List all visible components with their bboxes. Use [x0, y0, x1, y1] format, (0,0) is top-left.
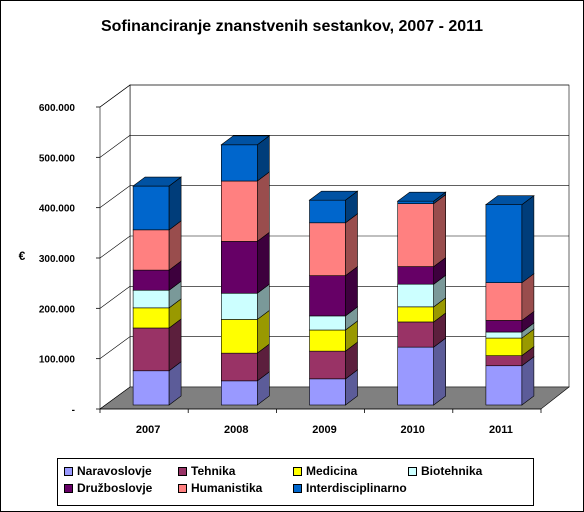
bar-segment: [397, 312, 447, 348]
y-tick-label: 100.000: [39, 355, 76, 366]
bar-segment: [221, 371, 270, 406]
y-tick-label: 200.000: [39, 304, 76, 315]
legend-swatch: [293, 466, 302, 476]
legend-item: Humanistika: [178, 481, 262, 495]
bar-segment: [485, 356, 535, 406]
bar-segment: [308, 190, 359, 224]
legend-item: Tehnika: [178, 464, 235, 478]
bar-segment: [485, 273, 535, 322]
legend-swatch: [178, 483, 187, 493]
legend-swatch: [408, 466, 417, 476]
bar-segment: [132, 361, 182, 406]
bar-segment: [132, 280, 182, 309]
gridline: [99, 135, 569, 158]
bar-segment: [397, 337, 447, 406]
gridline: [99, 185, 569, 208]
legend-label: Medicina: [306, 464, 358, 478]
bar-segment: [221, 343, 270, 382]
legend-item: Biotehnika: [408, 464, 482, 478]
legend: Naravoslovje Tehnika Medicina Biotehnika Dru…: [57, 458, 534, 506]
y-tick-label: -: [72, 405, 75, 416]
bar-segment: [221, 283, 270, 321]
bar-segment: [221, 231, 270, 294]
legend-item: Medicina: [293, 464, 357, 478]
bar-segment: [309, 369, 358, 406]
bar-segment: [397, 297, 447, 323]
legend-label: Biotehnika: [421, 464, 483, 478]
bar-segment: [132, 220, 182, 271]
legend-label: Interdisciplinarno: [306, 481, 407, 495]
legend-label: Družboslovje: [77, 481, 153, 495]
chart-title: Sofinanciranje znanstvenih sestankov, 20…: [100, 18, 484, 35]
legend-item: Interdisciplinarno: [293, 481, 407, 495]
bar-segment: [396, 191, 447, 205]
bar-segment: [132, 298, 182, 329]
y-axis-label: €: [19, 249, 26, 263]
bar-segment: [397, 194, 447, 268]
legend-swatch: [293, 483, 302, 493]
bar-segment: [485, 328, 535, 357]
x-tick-label: 2007: [136, 424, 160, 436]
gridline: [99, 84, 569, 108]
y-tick-label: 500.000: [39, 153, 76, 164]
bar-segment: [220, 135, 271, 182]
bar-segment: [132, 260, 182, 291]
y-tick-label: 600.000: [39, 103, 76, 114]
legend-label: Humanistika: [191, 481, 263, 495]
bar-segment: [132, 176, 183, 231]
bar-segment: [221, 171, 270, 243]
bar-segment: [309, 213, 358, 277]
legend-item: Naravoslovje: [64, 464, 152, 478]
bar-segment: [309, 306, 358, 331]
y-tick-label: 300.000: [39, 254, 76, 265]
bar-segment: [484, 195, 535, 284]
x-tick-label: 2009: [312, 424, 336, 436]
legend-swatch: [64, 483, 73, 493]
legend-swatch: [64, 466, 73, 476]
y-tick-label: 400.000: [39, 204, 76, 215]
x-tick-label: 2008: [224, 424, 248, 436]
x-tick-label: 2010: [400, 424, 424, 436]
legend-label: Tehnika: [191, 464, 236, 478]
bar-segment: [397, 274, 447, 308]
legend-swatch: [178, 466, 187, 476]
legend-label: Naravoslovje: [77, 464, 152, 478]
x-tick-label: 2011: [489, 424, 513, 436]
legend-item: Družboslovje: [64, 481, 152, 495]
